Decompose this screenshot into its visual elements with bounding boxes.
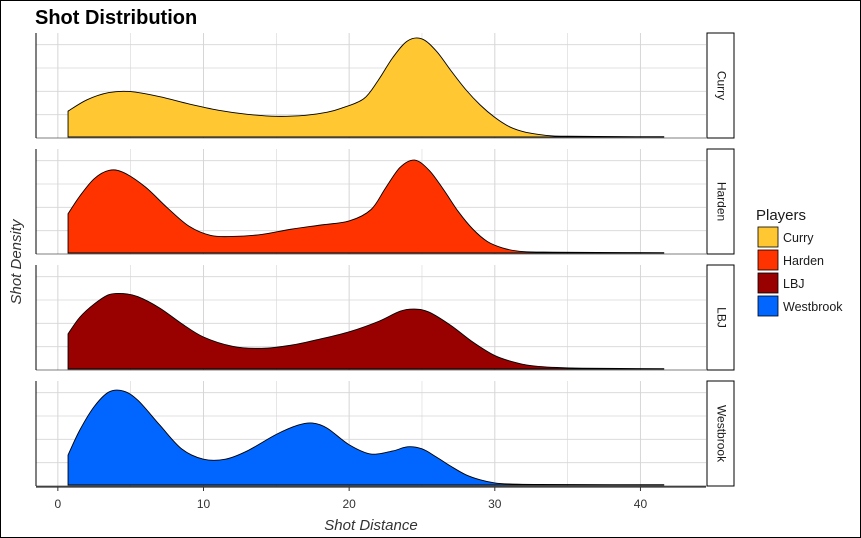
x-tick-label: 40 — [634, 497, 648, 511]
facet-strip — [706, 148, 735, 255]
legend: Players Curry Harden LBJ Westbrook — [756, 207, 843, 317]
legend-label-westbrook: Westbrook — [783, 300, 843, 314]
y-axis-title: Shot Density — [8, 218, 25, 305]
x-tick-label: 10 — [197, 497, 211, 511]
x-tick-label: 20 — [342, 497, 356, 511]
legend-key-westbrook — [757, 295, 779, 317]
facet-strip-label: Curry — [714, 71, 728, 100]
legend-label-curry: Curry — [783, 231, 814, 245]
facet-strip-label: LBJ — [714, 307, 728, 328]
facet-strip — [706, 32, 735, 139]
x-tick-label: 0 — [55, 497, 62, 511]
facet-panel-curry: Curry — [35, 32, 735, 139]
density-area-curry — [67, 37, 665, 138]
facet-strip — [706, 264, 735, 371]
facet-panel-lbj: LBJ — [35, 264, 735, 371]
legend-label-lbj: LBJ — [783, 277, 805, 291]
x-axis-title: Shot Distance — [324, 517, 417, 534]
facet-panel-westbrook: Westbrook — [35, 380, 735, 487]
x-tick-label: 30 — [488, 497, 502, 511]
x-axis: 0 10 20 30 40 — [36, 486, 706, 511]
legend-key-harden — [757, 249, 779, 271]
facet-strip — [706, 380, 735, 487]
density-area-harden — [67, 159, 665, 254]
facet-strip-label: Westbrook — [714, 405, 728, 463]
legend-label-harden: Harden — [783, 254, 824, 268]
legend-key-curry — [757, 226, 779, 248]
density-area-westbrook — [67, 389, 665, 486]
density-area-lbj — [67, 292, 665, 370]
facet-strip-label: Harden — [714, 182, 728, 221]
legend-title: Players — [756, 207, 806, 224]
legend-key-lbj — [757, 272, 779, 294]
facet-panels: Curry Harden LBJ Westbrook — [35, 32, 735, 487]
chart-title: Shot Distribution — [35, 7, 197, 29]
facet-panel-harden: Harden — [35, 148, 735, 255]
